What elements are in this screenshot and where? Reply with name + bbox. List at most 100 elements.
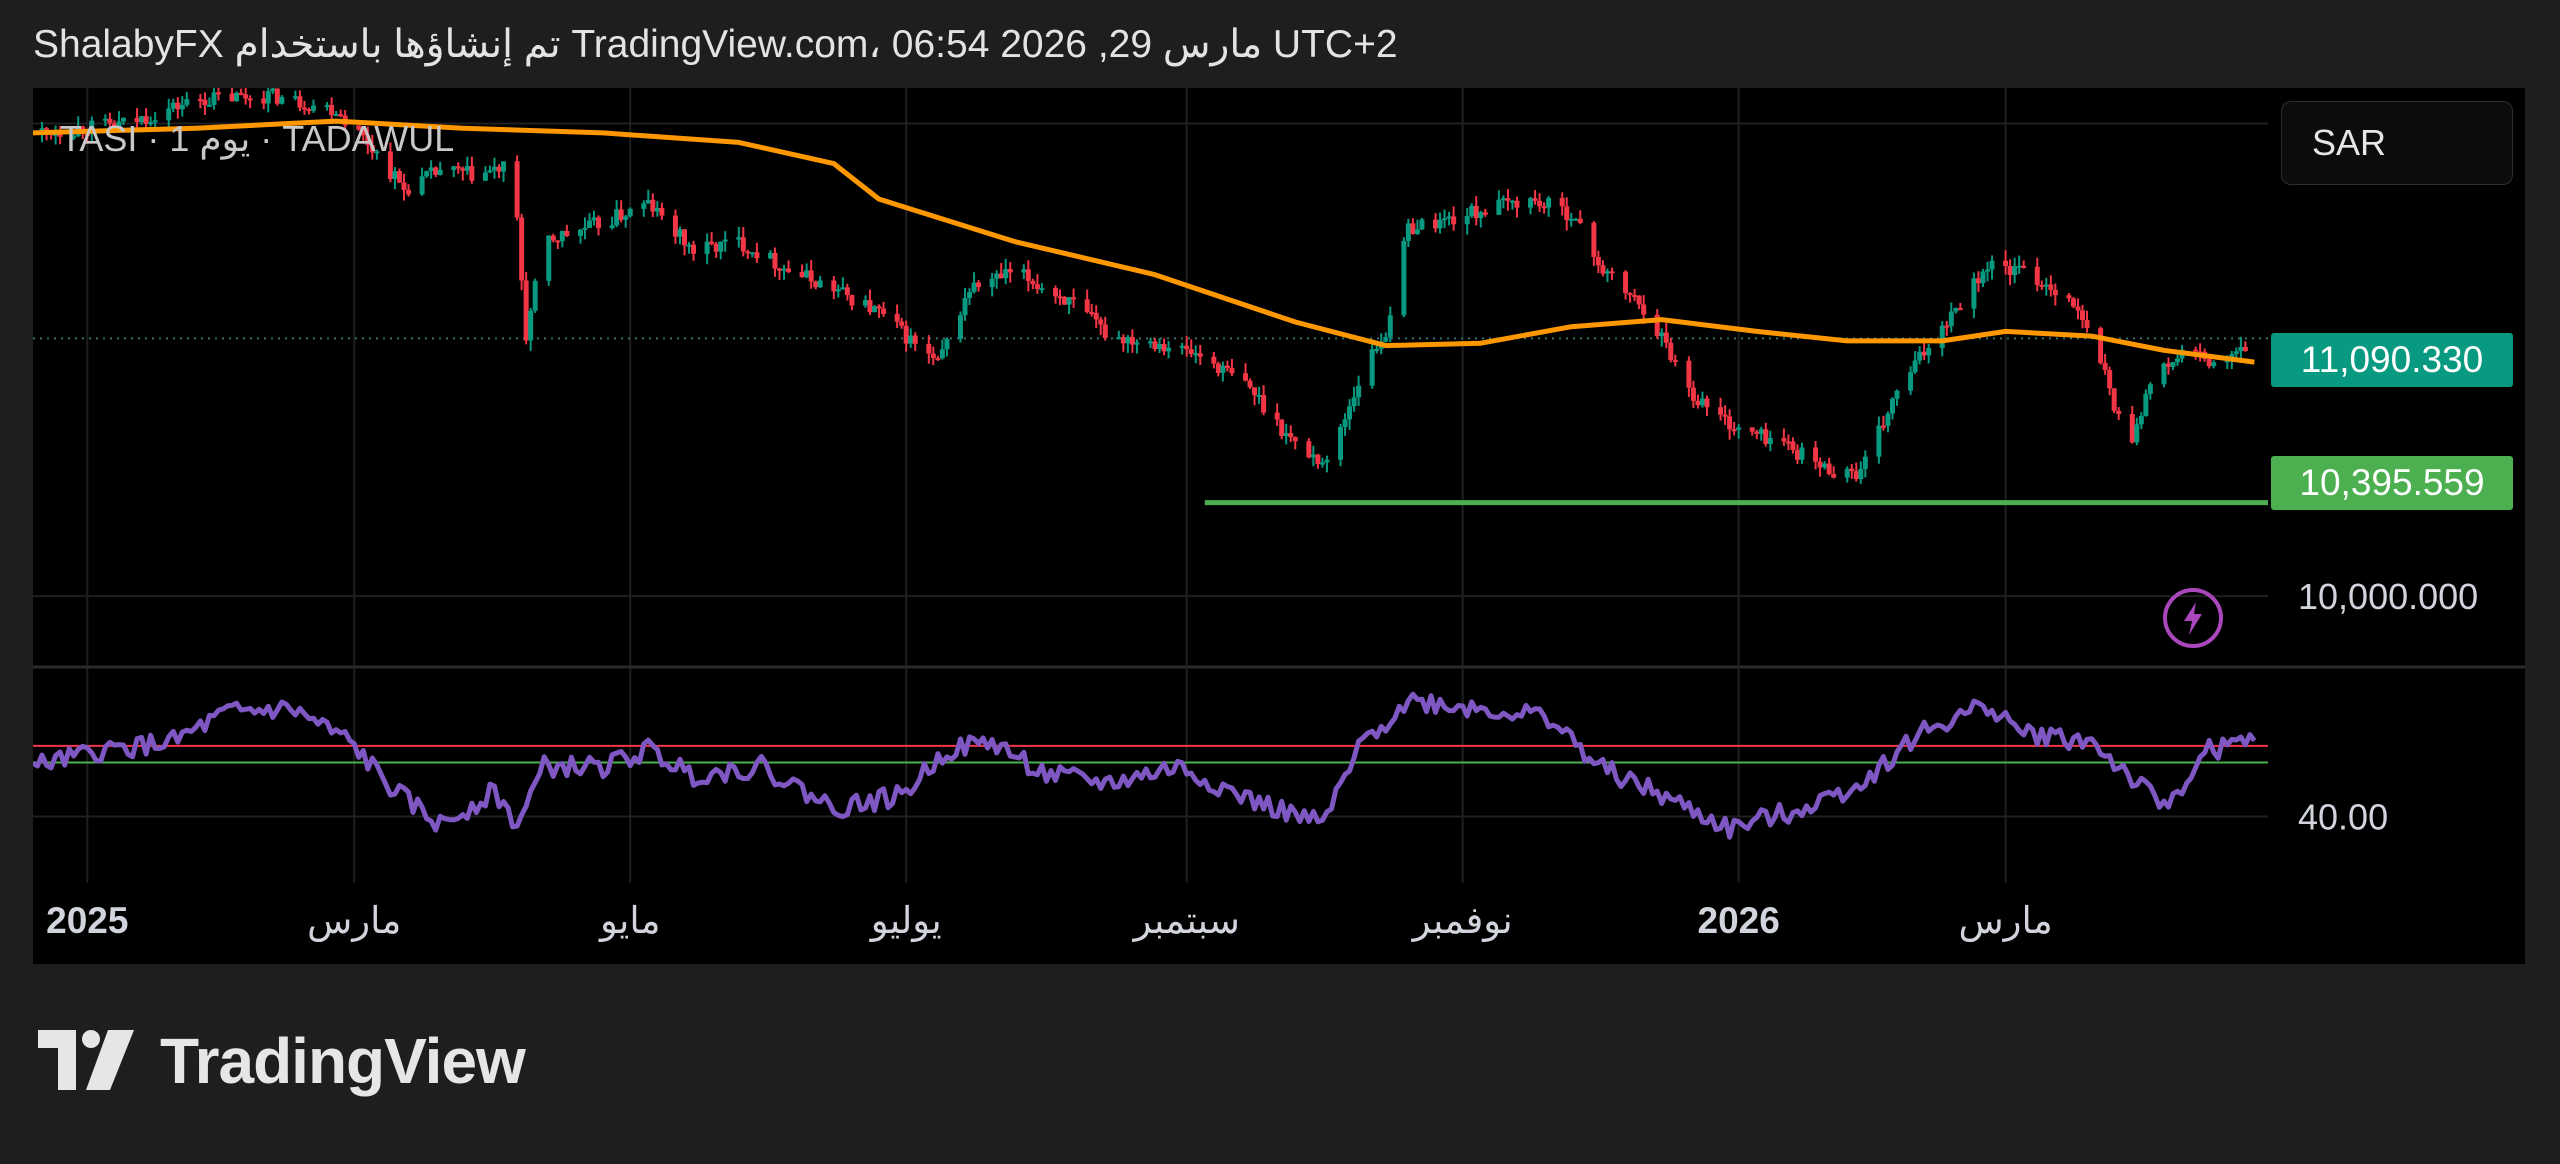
tradingview-logo-text: TradingView <box>160 1025 526 1097</box>
candle-body <box>1496 199 1502 215</box>
candle-body <box>2084 319 2090 329</box>
candle-body <box>53 133 59 136</box>
candle-body <box>374 151 380 154</box>
candle-body <box>903 325 909 344</box>
candle-body <box>197 99 203 102</box>
currency-button[interactable]: SAR <box>2281 101 2513 185</box>
candle-body <box>2066 295 2072 299</box>
candle-body <box>89 120 95 135</box>
candle-body <box>777 268 783 271</box>
candle-body <box>586 220 592 228</box>
candle-body <box>2138 415 2144 425</box>
candle-body <box>1116 337 1122 340</box>
candle-body <box>396 171 402 183</box>
candle-body <box>1758 429 1764 434</box>
candle-body <box>894 313 900 322</box>
candle-body <box>596 217 602 229</box>
moving-average-line <box>33 118 2255 365</box>
last-price-tag: 11,090.330 <box>2271 333 2513 387</box>
candle-body <box>1003 269 1009 279</box>
candle-body <box>365 135 371 146</box>
candle-body <box>57 133 63 137</box>
candle-body <box>1604 271 1610 274</box>
candle-body <box>2134 424 2140 443</box>
candle-body <box>1120 337 1126 344</box>
chart-panel[interactable]: 12,000.00010,000.00040.002025مارسمايويول… <box>33 88 2525 964</box>
candle-body <box>998 273 1004 279</box>
candle-body <box>2070 298 2076 307</box>
candle-body <box>1247 380 1253 388</box>
candle-body <box>1193 353 1199 356</box>
candle-body <box>392 171 398 180</box>
candle-body <box>989 278 995 288</box>
candle-body <box>786 268 792 272</box>
candle-body <box>1383 337 1389 342</box>
candle-body <box>514 161 520 218</box>
candle-body <box>202 99 208 106</box>
candle-body <box>1451 216 1457 225</box>
candle-body <box>1794 449 1800 460</box>
candle-body <box>406 189 412 195</box>
candle-body <box>1184 345 1190 350</box>
candle-body <box>2021 265 2027 268</box>
candle-body <box>1953 308 1959 312</box>
candle-body <box>170 102 176 109</box>
candle-body <box>1690 387 1696 401</box>
candle-body <box>2175 358 2181 363</box>
candle-body <box>179 104 185 110</box>
candle-body <box>1984 269 1990 272</box>
candle-body <box>672 215 678 237</box>
candle-body <box>939 349 945 359</box>
candle-body <box>1577 218 1583 223</box>
candle-body <box>1220 365 1226 373</box>
candle-body <box>1989 260 1995 270</box>
candle-body <box>944 338 950 350</box>
candle-body <box>2039 284 2045 287</box>
candle-body <box>1030 280 1036 285</box>
candle-body <box>175 102 181 110</box>
candle-body <box>740 237 746 252</box>
candle-body <box>71 136 77 139</box>
chart-canvas[interactable]: 12,000.00010,000.00040.002025مارسمايويول… <box>33 88 2525 964</box>
candle-body <box>1157 343 1163 350</box>
candle-body <box>184 99 190 105</box>
candle-body <box>401 182 407 190</box>
candle-body <box>709 241 715 244</box>
candle-body <box>1831 474 1837 478</box>
candle-body <box>437 169 443 175</box>
candle-body <box>1546 197 1552 208</box>
candle-body <box>754 252 760 259</box>
candle-body <box>899 321 905 326</box>
candle-body <box>912 335 918 344</box>
candle-body <box>1179 345 1185 348</box>
candle-body <box>1541 206 1547 209</box>
candle-body <box>1446 216 1452 219</box>
candle-body <box>1537 200 1543 207</box>
lightning-alert-icon[interactable] <box>2163 588 2223 648</box>
candle-body <box>2034 266 2040 285</box>
candle-body <box>926 343 932 354</box>
candle-body <box>930 353 936 358</box>
candle-body <box>1410 223 1416 234</box>
candle-body <box>1731 429 1737 432</box>
candle-body <box>1342 419 1348 427</box>
candle-body <box>1062 297 1068 305</box>
candle-body <box>1098 319 1104 325</box>
candle-body <box>84 133 90 136</box>
candle-body <box>2003 260 2009 266</box>
candle-body <box>1858 468 1864 479</box>
candle-body <box>211 92 217 105</box>
candle-body <box>872 306 878 313</box>
candle-body <box>691 244 697 254</box>
candle-body <box>1659 332 1665 337</box>
candle-body <box>44 128 50 131</box>
candle-body <box>2111 388 2117 411</box>
candle-body <box>1505 198 1511 201</box>
candle-body <box>460 168 466 171</box>
candle-body <box>1704 398 1710 408</box>
candle-body <box>1261 394 1267 413</box>
candle-body <box>523 280 529 341</box>
candle-body <box>876 306 882 309</box>
candle-body <box>1668 342 1674 361</box>
candle-body <box>1274 412 1280 420</box>
